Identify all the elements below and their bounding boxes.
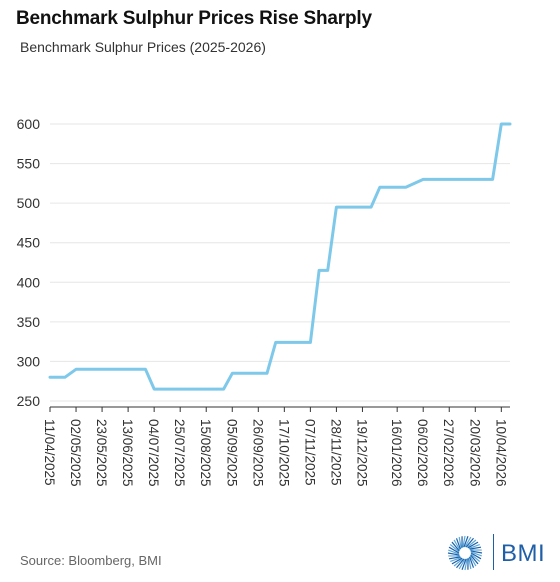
sunburst-ray xyxy=(464,536,472,548)
y-tick-label: 300 xyxy=(17,353,41,369)
x-tick-label: 11/04/2025 xyxy=(42,419,57,486)
chart-title: Benchmark Sulphur Prices Rise Sharply xyxy=(16,8,372,29)
sunburst-ray xyxy=(470,552,482,560)
y-tick-label: 250 xyxy=(17,393,41,409)
sunburst-ray xyxy=(464,558,468,571)
x-tick-labels: 11/04/2025 02/05/2025 23/05/2025 13/06/2025… xyxy=(42,419,508,487)
sunburst-ray xyxy=(447,552,460,556)
y-tick-label: 400 xyxy=(17,274,41,290)
sunburst-ray xyxy=(453,558,464,567)
y-tick-label: 350 xyxy=(17,314,41,330)
sunburst-ray xyxy=(469,555,477,567)
logo-text: BMI xyxy=(501,540,546,567)
x-tick-label: 20/03/2026 xyxy=(467,419,482,487)
x-tick-label: 02/05/2025 xyxy=(68,419,83,487)
sunburst-ray xyxy=(468,543,480,549)
sunburst-ray xyxy=(463,536,469,548)
sunburst-ray xyxy=(458,558,466,570)
grid-lines xyxy=(50,123,510,402)
logo-divider xyxy=(493,534,494,570)
x-tick-label: 06/02/2026 xyxy=(415,419,430,487)
x-tick-label: 13/06/2025 xyxy=(120,419,135,487)
x-tick-label: 05/09/2025 xyxy=(224,419,239,487)
series-layer xyxy=(48,122,512,391)
sunburst-ray xyxy=(467,541,479,549)
sunburst-ray xyxy=(469,546,482,550)
chart-subtitle: Benchmark Sulphur Prices (2025-2026) xyxy=(20,39,266,55)
y-tick-label: 500 xyxy=(17,195,41,211)
sunburst-ray xyxy=(451,541,460,552)
sunburst-ray xyxy=(449,544,460,553)
x-tick-label: 23/05/2025 xyxy=(94,419,109,487)
sunburst-ray xyxy=(465,537,474,548)
sunburst-ray xyxy=(468,557,472,570)
sunburst-ray xyxy=(461,558,467,570)
sunburst-ray xyxy=(448,546,460,554)
sunburst-ray xyxy=(453,539,461,551)
sunburst-ray xyxy=(456,558,465,569)
series-line xyxy=(48,122,512,391)
sunburst-ray xyxy=(470,554,479,565)
x-tick-label: 04/07/2025 xyxy=(146,419,161,487)
x-tick-label: 26/09/2025 xyxy=(250,419,265,487)
sunburst-ray xyxy=(451,557,463,565)
sunburst-ray xyxy=(470,553,481,562)
sunburst-ray xyxy=(470,551,482,557)
x-tick-label: 28/11/2025 xyxy=(328,419,343,486)
sunburst-ray xyxy=(466,539,477,548)
sunburst-ray xyxy=(448,556,461,560)
sunburst-ray xyxy=(458,536,462,549)
source-note: Source: Bloomberg, BMI xyxy=(20,553,162,568)
x-tick-label: 15/08/2025 xyxy=(198,419,213,487)
bmi-logo: BMI xyxy=(446,534,546,572)
y-tick-label: 550 xyxy=(17,156,41,172)
x-tick-label: 19/12/2025 xyxy=(354,419,369,487)
sunburst-ray xyxy=(448,549,460,555)
bmi-sunburst-icon xyxy=(447,535,483,571)
sunburst-ray xyxy=(450,557,462,563)
y-tick-labels: 250 300 350 400 450 500 550 600 xyxy=(17,116,41,409)
axes xyxy=(49,406,510,412)
y-tick-label: 600 xyxy=(17,116,41,132)
x-tick-label: 27/02/2026 xyxy=(441,419,456,487)
sunburst-ray xyxy=(470,550,483,554)
x-tick-label: 10/04/2026 xyxy=(493,419,508,487)
x-tick-label: 16/01/2026 xyxy=(389,419,404,487)
x-tick-label: 07/11/2025 xyxy=(302,419,317,486)
x-tick-label: 17/10/2025 xyxy=(276,419,291,487)
y-tick-label: 450 xyxy=(17,235,41,251)
x-tick-label: 25/07/2025 xyxy=(172,419,187,487)
sunburst-ray xyxy=(462,535,466,548)
sunburst-ray xyxy=(455,538,461,550)
sunburst-ray xyxy=(469,556,475,568)
